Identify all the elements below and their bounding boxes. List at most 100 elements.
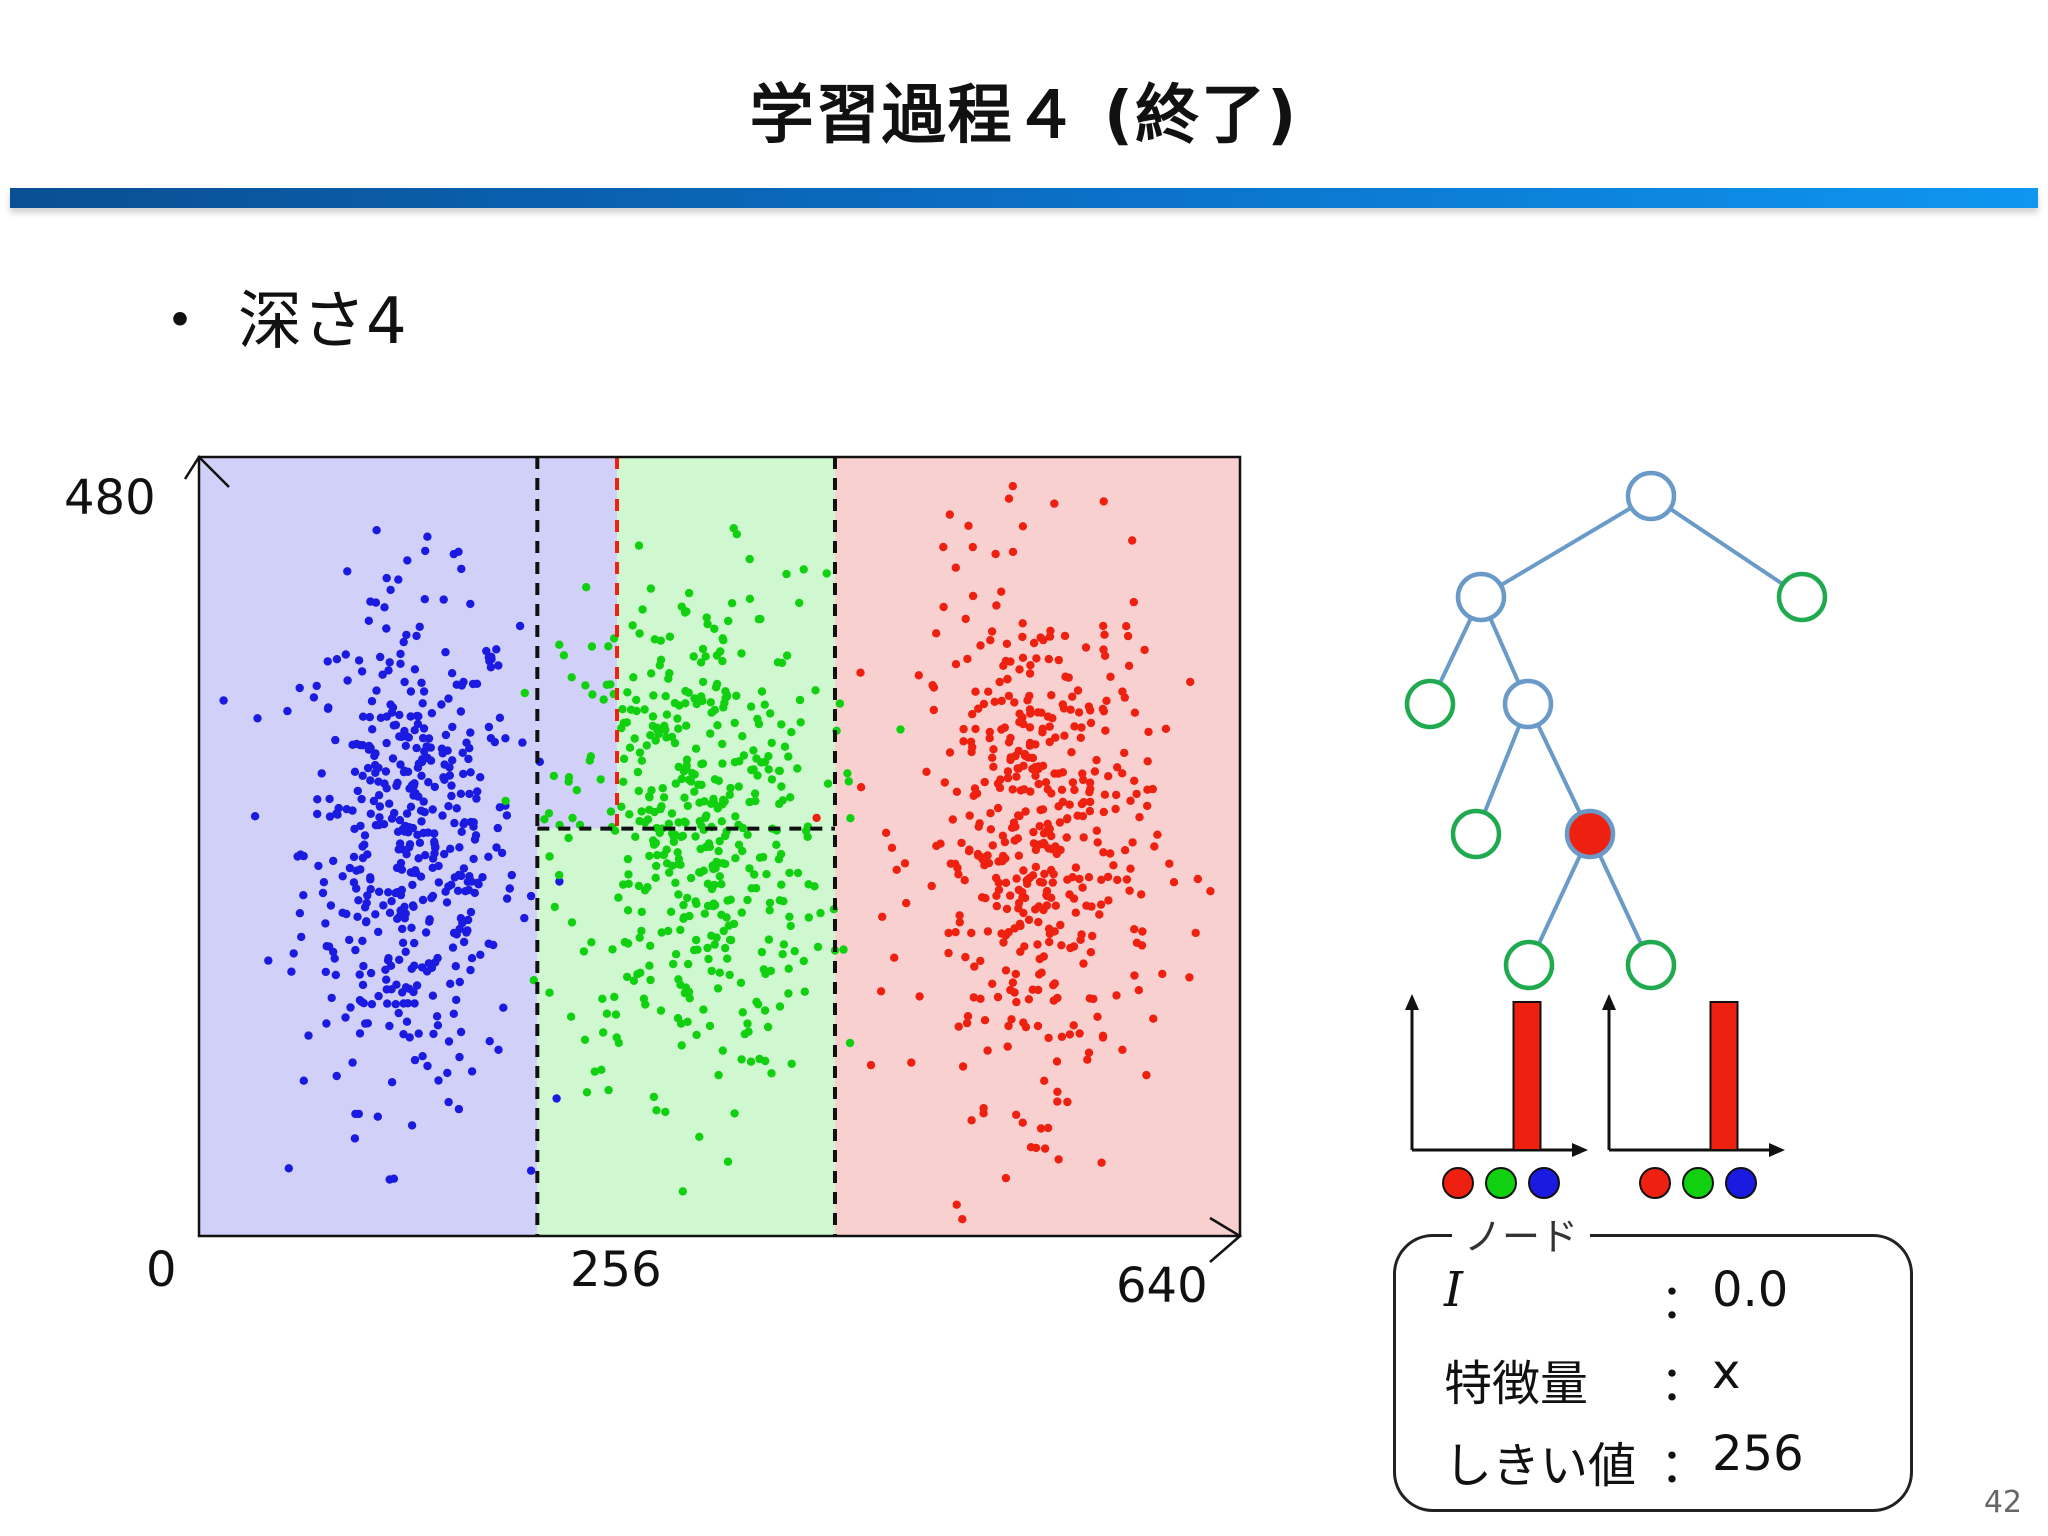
data-point-green (676, 925, 685, 935)
data-point-blue (399, 637, 408, 647)
data-point-blue (354, 1109, 363, 1119)
data-point-red (1073, 811, 1082, 820)
data-point-blue (353, 786, 362, 796)
data-point-blue (469, 854, 478, 864)
data-point-red (1008, 978, 1018, 987)
data-point-red (1057, 1032, 1067, 1042)
data-point-red (1099, 807, 1109, 817)
data-point-blue (324, 703, 333, 712)
data-point-blue (395, 955, 404, 964)
data-point-blue (408, 823, 418, 833)
data-point-green (698, 696, 707, 706)
data-point-blue (441, 887, 450, 896)
data-point-green (799, 565, 808, 574)
data-point-green (636, 968, 645, 977)
data-point-green (567, 918, 577, 927)
data-point-green (751, 884, 761, 893)
data-point-red (1122, 875, 1132, 884)
data-point-green (718, 759, 727, 768)
data-point-green (682, 764, 691, 773)
data-point-green (816, 908, 825, 918)
data-point-red (1050, 499, 1059, 508)
data-point-green (635, 933, 644, 942)
data-point-blue (332, 655, 342, 664)
data-point-green (725, 790, 734, 799)
data-point-blue (417, 817, 426, 826)
data-point-green (625, 810, 634, 819)
data-point-red (1036, 805, 1045, 815)
data-point-red (1013, 764, 1022, 773)
tree-edge (1649, 494, 1804, 599)
data-point-green (715, 837, 724, 846)
data-point-red (1045, 824, 1055, 833)
data-point-blue (429, 1029, 438, 1039)
data-point-green (780, 742, 790, 751)
x-axis-min-label: 0 (146, 1242, 177, 1298)
data-point-blue (412, 981, 422, 990)
data-point-red (973, 849, 983, 859)
data-point-red (1124, 661, 1134, 670)
data-point-blue (421, 928, 431, 937)
data-point-red (890, 953, 899, 962)
data-point-blue (419, 687, 429, 696)
data-point-blue (323, 657, 332, 666)
data-point-green (745, 554, 754, 564)
data-point-green (587, 642, 597, 651)
data-point-blue (410, 999, 419, 1008)
data-point-green (714, 1070, 723, 1080)
data-point-green (657, 928, 666, 937)
data-point-green (581, 681, 590, 690)
data-point-blue (495, 803, 504, 812)
data-point-green (669, 837, 679, 847)
data-point-blue (253, 714, 262, 723)
data-point-red (1118, 687, 1127, 696)
hist-class-dot (1682, 1167, 1714, 1199)
data-point-green (787, 728, 796, 737)
data-point-green (736, 978, 746, 987)
data-point-red (1169, 878, 1179, 887)
data-point-blue (304, 1031, 313, 1040)
data-point-blue (322, 1019, 331, 1028)
data-point-green (730, 718, 739, 728)
data-point-green (813, 942, 823, 952)
data-point-blue (360, 831, 370, 840)
data-point-green (684, 775, 694, 784)
data-point-blue (454, 1104, 464, 1114)
data-point-red (988, 841, 997, 850)
data-point-red (1033, 940, 1042, 949)
data-point-blue (417, 771, 426, 780)
data-point-blue (474, 880, 483, 889)
data-point-blue (505, 884, 514, 893)
data-point-blue (552, 1094, 561, 1103)
data-point-red (1003, 675, 1012, 684)
data-point-green (721, 859, 730, 869)
data-point-red (1086, 948, 1096, 957)
data-point-red (940, 778, 949, 787)
x-axis-arrow (1209, 1216, 1243, 1263)
data-point-green (555, 870, 564, 880)
data-point-blue (379, 901, 388, 910)
data-point-red (1098, 1031, 1108, 1041)
data-point-blue (457, 827, 466, 836)
data-point-green (738, 823, 748, 833)
data-point-red (964, 847, 974, 856)
data-point-green (734, 840, 744, 849)
data-point-blue (327, 993, 336, 1003)
data-point-blue (350, 767, 360, 776)
data-point-green (667, 809, 677, 818)
data-point-green (706, 698, 715, 707)
data-point-green (665, 632, 675, 641)
data-point-red (1004, 691, 1014, 701)
data-point-green (754, 1000, 763, 1009)
data-point-green (786, 921, 795, 931)
data-point-blue (393, 778, 402, 787)
data-point-red (1052, 1057, 1062, 1066)
data-point-green (811, 686, 820, 695)
data-point-blue (382, 738, 391, 748)
x-axis-split-label: 256 (570, 1242, 662, 1298)
data-point-green (738, 846, 747, 856)
data-point-green (688, 769, 697, 778)
data-point-red (1019, 785, 1029, 794)
data-point-blue (376, 652, 385, 662)
data-point-red (1053, 1087, 1062, 1097)
